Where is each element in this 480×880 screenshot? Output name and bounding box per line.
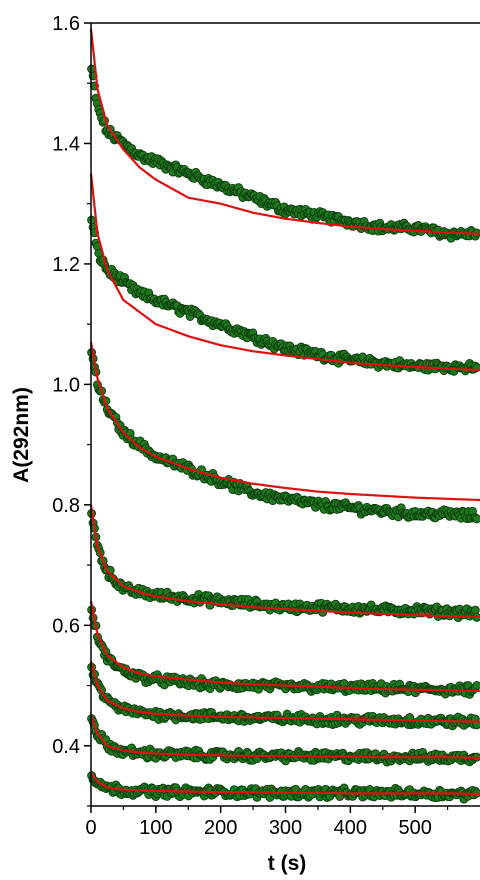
x-axis-title: t (s) — [268, 852, 307, 875]
y-tick-label: 0.4 — [52, 736, 80, 758]
fit-line — [89, 342, 480, 502]
fit-line — [89, 600, 480, 693]
fit-line — [89, 715, 480, 759]
series-5 — [87, 600, 480, 699]
data-point — [470, 605, 480, 615]
axes: 0.4 0.6 0.8 1.0 1.2 1.4 1.6 0 100 200 300 400 500 — [52, 13, 480, 839]
x-tick-label: 300 — [269, 817, 302, 839]
y-axis-title: A(292nm) — [10, 387, 33, 483]
series-3 — [87, 342, 480, 524]
y-tick-label: 1.4 — [52, 133, 80, 155]
series-4 — [87, 504, 480, 623]
fit-line — [89, 173, 480, 371]
series-1 — [87, 28, 480, 243]
y-tick-label: 1.6 — [52, 13, 80, 35]
y-tick-label: 1.0 — [52, 374, 80, 396]
y-tick-label: 1.2 — [52, 254, 80, 276]
y-tick-label: 0.6 — [52, 615, 80, 637]
x-tick-label: 500 — [398, 817, 431, 839]
data-point — [472, 514, 480, 524]
x-tick-label: 200 — [204, 817, 237, 839]
series-8 — [87, 771, 480, 804]
plot-area — [87, 28, 480, 804]
x-tick-label: 400 — [334, 817, 367, 839]
fit-line — [89, 28, 480, 235]
fit-line — [90, 772, 480, 796]
series-7 — [87, 714, 480, 767]
x-tick-label: 100 — [139, 817, 172, 839]
fit-line — [89, 661, 480, 723]
y-tick-label: 0.8 — [52, 495, 80, 517]
x-tick-label: 0 — [85, 817, 96, 839]
data-point — [472, 680, 480, 690]
fit-line — [89, 504, 480, 618]
series-6 — [87, 661, 480, 731]
series-2 — [87, 173, 480, 376]
